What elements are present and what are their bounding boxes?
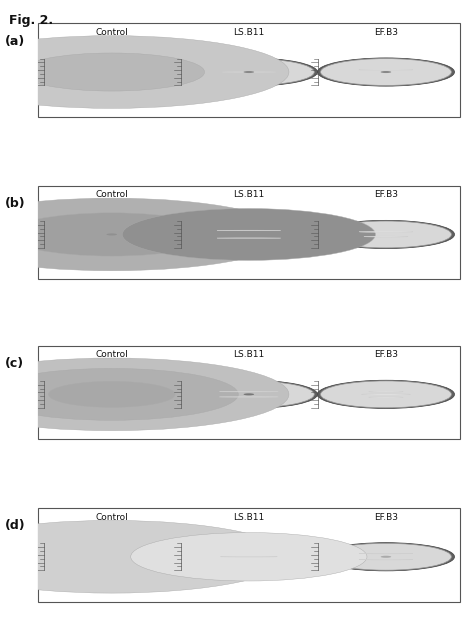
Ellipse shape [180, 58, 318, 86]
Ellipse shape [0, 35, 289, 108]
Text: (b): (b) [5, 197, 26, 210]
Text: (d): (d) [5, 520, 26, 532]
Text: Control: Control [95, 513, 128, 522]
Ellipse shape [183, 221, 314, 248]
Ellipse shape [43, 543, 180, 571]
Ellipse shape [46, 381, 177, 408]
Ellipse shape [364, 236, 408, 237]
Ellipse shape [6, 213, 217, 256]
Ellipse shape [183, 59, 314, 85]
Ellipse shape [180, 380, 318, 408]
Ellipse shape [369, 391, 403, 392]
Text: Control: Control [95, 190, 128, 200]
Ellipse shape [320, 221, 451, 248]
Ellipse shape [320, 59, 451, 85]
Ellipse shape [318, 380, 455, 408]
Text: (c): (c) [5, 357, 24, 370]
FancyBboxPatch shape [38, 346, 460, 439]
Ellipse shape [180, 221, 318, 248]
Text: EF.B3: EF.B3 [374, 28, 398, 37]
Ellipse shape [180, 543, 318, 571]
Ellipse shape [318, 543, 455, 571]
Ellipse shape [43, 380, 180, 408]
Ellipse shape [318, 221, 455, 248]
Ellipse shape [0, 520, 289, 593]
FancyBboxPatch shape [38, 186, 460, 279]
Ellipse shape [107, 233, 117, 236]
Ellipse shape [43, 221, 180, 248]
Ellipse shape [0, 368, 238, 420]
Text: Fig. 2.: Fig. 2. [9, 14, 54, 27]
Ellipse shape [0, 358, 289, 430]
Text: EF.B3: EF.B3 [374, 350, 398, 360]
Ellipse shape [46, 221, 177, 248]
Ellipse shape [43, 58, 180, 86]
Ellipse shape [122, 209, 375, 260]
Ellipse shape [359, 231, 413, 233]
Ellipse shape [320, 544, 451, 570]
Text: LS.B11: LS.B11 [233, 350, 264, 360]
Ellipse shape [46, 544, 177, 570]
Text: EF.B3: EF.B3 [374, 190, 398, 200]
Ellipse shape [48, 381, 175, 407]
Text: (a): (a) [5, 35, 25, 47]
Ellipse shape [381, 71, 391, 73]
FancyBboxPatch shape [38, 508, 460, 602]
Text: Control: Control [95, 350, 128, 360]
Ellipse shape [362, 394, 410, 395]
Ellipse shape [318, 58, 455, 86]
Text: LS.B11: LS.B11 [233, 28, 264, 37]
Ellipse shape [320, 381, 451, 408]
Text: LS.B11: LS.B11 [233, 513, 264, 522]
Ellipse shape [183, 544, 314, 570]
Ellipse shape [244, 71, 254, 73]
Ellipse shape [0, 198, 289, 270]
Ellipse shape [131, 533, 367, 581]
Ellipse shape [369, 397, 403, 398]
Text: LS.B11: LS.B11 [233, 190, 264, 200]
Ellipse shape [46, 59, 177, 85]
Ellipse shape [244, 393, 254, 396]
Ellipse shape [19, 53, 205, 91]
Text: EF.B3: EF.B3 [374, 513, 398, 522]
Text: Control: Control [95, 28, 128, 37]
FancyBboxPatch shape [38, 23, 460, 117]
Ellipse shape [183, 381, 314, 408]
Ellipse shape [381, 556, 391, 558]
